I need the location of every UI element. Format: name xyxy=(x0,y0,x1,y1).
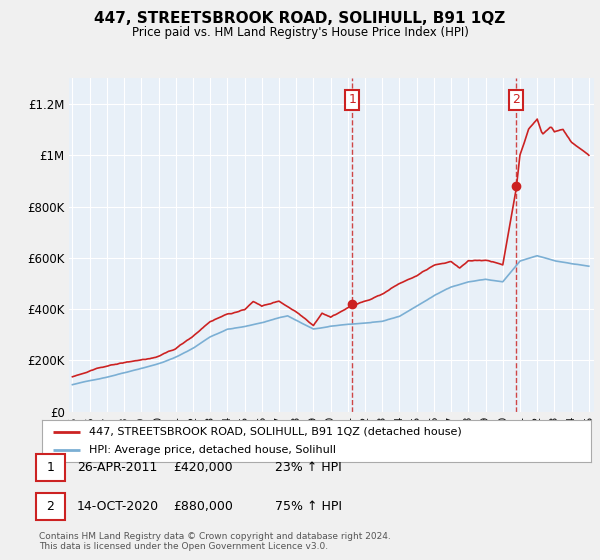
Text: 2: 2 xyxy=(512,94,520,106)
Text: £420,000: £420,000 xyxy=(173,461,232,474)
Text: 447, STREETSBROOK ROAD, SOLIHULL, B91 1QZ (detached house): 447, STREETSBROOK ROAD, SOLIHULL, B91 1Q… xyxy=(89,427,461,437)
Text: £880,000: £880,000 xyxy=(173,500,233,514)
Text: Contains HM Land Registry data © Crown copyright and database right 2024.
This d: Contains HM Land Registry data © Crown c… xyxy=(39,532,391,552)
Text: 2: 2 xyxy=(46,500,55,514)
Text: 447, STREETSBROOK ROAD, SOLIHULL, B91 1QZ: 447, STREETSBROOK ROAD, SOLIHULL, B91 1Q… xyxy=(94,11,506,26)
Text: 23% ↑ HPI: 23% ↑ HPI xyxy=(275,461,341,474)
Text: HPI: Average price, detached house, Solihull: HPI: Average price, detached house, Soli… xyxy=(89,445,335,455)
Text: 1: 1 xyxy=(46,461,55,474)
Text: 14-OCT-2020: 14-OCT-2020 xyxy=(77,500,159,514)
Text: 75% ↑ HPI: 75% ↑ HPI xyxy=(275,500,342,514)
Text: 26-APR-2011: 26-APR-2011 xyxy=(77,461,157,474)
Text: 1: 1 xyxy=(348,94,356,106)
Text: Price paid vs. HM Land Registry's House Price Index (HPI): Price paid vs. HM Land Registry's House … xyxy=(131,26,469,39)
